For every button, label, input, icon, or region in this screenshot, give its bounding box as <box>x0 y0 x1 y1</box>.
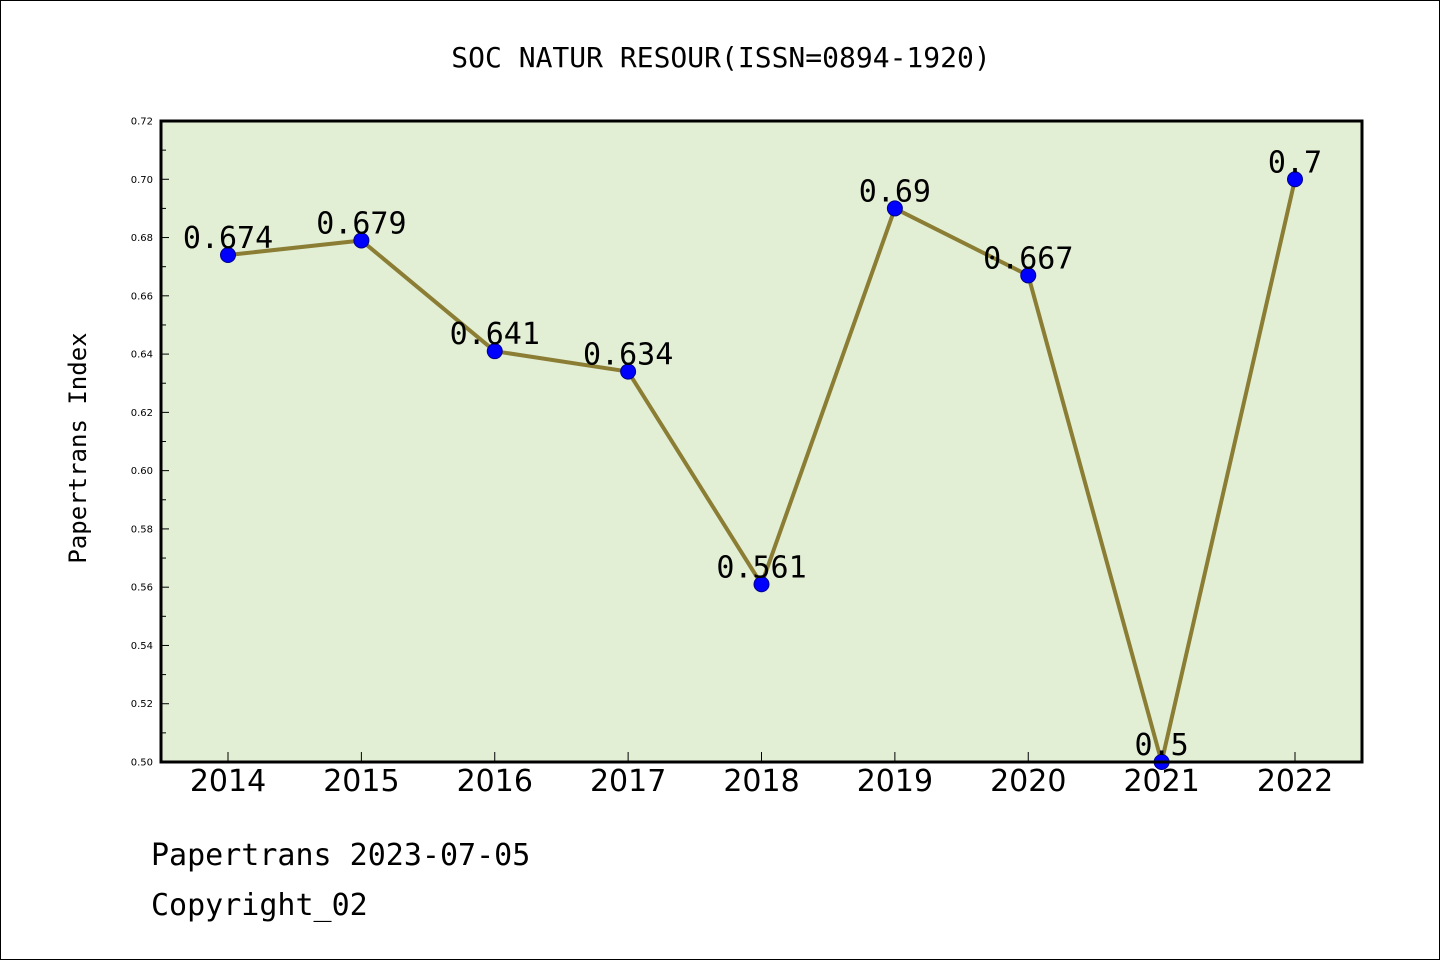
x-tick-label: 2015 <box>323 764 399 799</box>
y-tick-label: 0.50 <box>131 758 153 769</box>
y-tick-label: 0.52 <box>131 699 153 710</box>
data-label: 0.7 <box>1268 145 1322 180</box>
data-label: 0.641 <box>450 317 540 352</box>
footer-copyright: Copyright_02 <box>151 888 368 923</box>
data-label: 0.679 <box>316 206 406 241</box>
y-tick-label: 0.56 <box>131 583 153 594</box>
y-tick-label: 0.72 <box>131 117 153 128</box>
y-tick-label: 0.60 <box>131 466 153 477</box>
y-tick-label: 0.62 <box>131 408 153 419</box>
data-point <box>220 247 236 264</box>
plot-area <box>161 121 1362 762</box>
x-tick-label: 2018 <box>723 764 799 799</box>
y-tick-label: 0.70 <box>131 175 153 186</box>
footer-date: Papertrans 2023-07-05 <box>151 838 530 873</box>
x-tick-label: 2017 <box>590 764 666 799</box>
y-tick-label: 0.68 <box>131 233 153 244</box>
y-tick-label: 0.54 <box>131 641 153 652</box>
data-label: 0.561 <box>716 550 806 585</box>
x-tick-label: 2014 <box>190 764 266 799</box>
data-label: 0.634 <box>583 338 673 373</box>
data-labels: 0.674 0.679 0.641 0.634 0.561 0.69 0.667 0.5 0.7 <box>183 145 1322 763</box>
data-label: 0.667 <box>983 241 1073 276</box>
x-tick-label: 2022 <box>1257 764 1333 799</box>
data-point <box>753 576 770 593</box>
y-axis-label: Papertrans Index <box>64 332 92 563</box>
data-label: 0.69 <box>859 174 931 209</box>
x-tick-label: 2019 <box>857 764 933 799</box>
x-tick-label: 2016 <box>457 764 533 799</box>
x-tick-label: 2020 <box>990 764 1066 799</box>
data-point <box>1020 267 1037 284</box>
data-label: 0.674 <box>183 221 273 256</box>
data-point <box>886 200 903 217</box>
data-point <box>353 232 370 249</box>
data-point <box>1287 171 1303 188</box>
plot-border <box>159 119 1364 764</box>
data-point <box>620 363 637 380</box>
data-point <box>486 343 503 360</box>
chart-title: SOC NATUR RESOUR(ISSN=0894-1920) <box>451 41 990 74</box>
y-tick-label: 0.58 <box>131 524 153 535</box>
y-tick-label: 0.66 <box>131 291 153 302</box>
y-tick-label: 0.64 <box>131 350 153 361</box>
data-label: 0.5 <box>1135 728 1189 763</box>
